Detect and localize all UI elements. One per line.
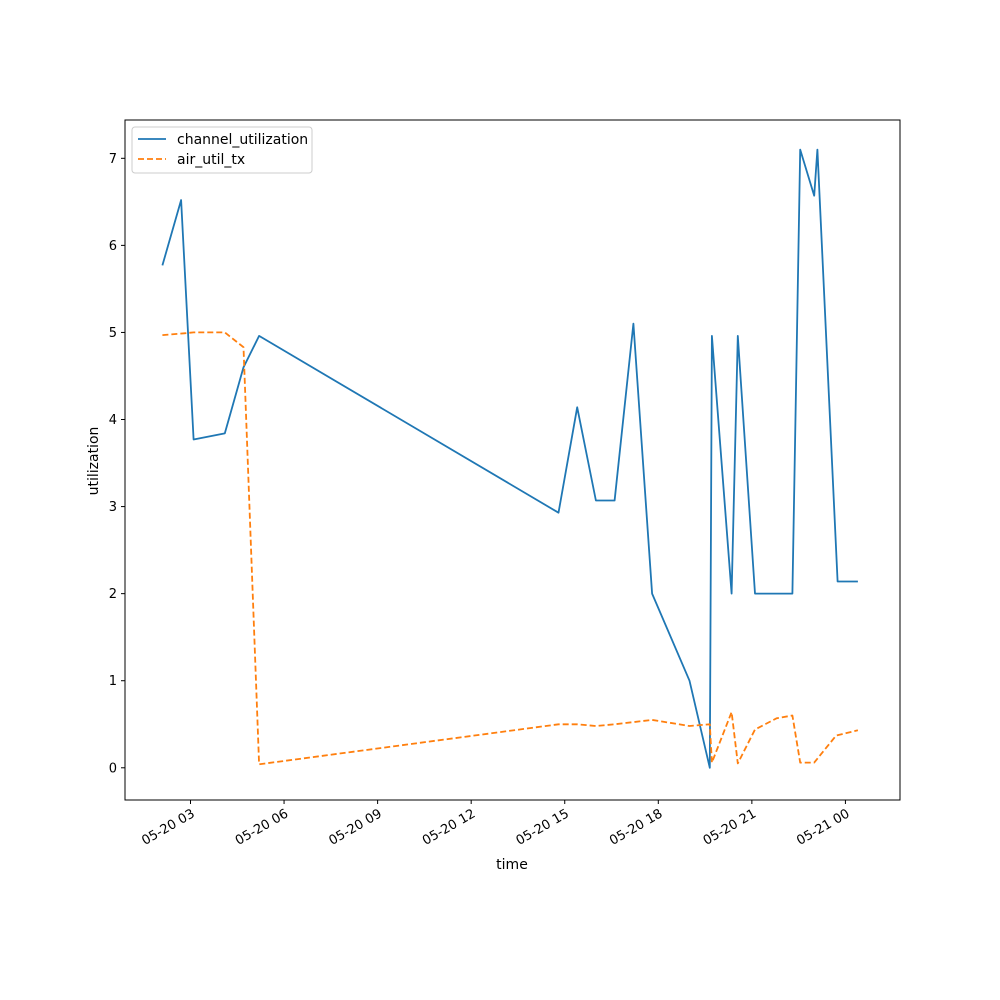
legend-label: air_util_tx <box>177 152 245 168</box>
y-axis: 0 1 2 3 4 5 6 7 <box>109 152 125 776</box>
legend: channel_utilization air_util_tx <box>131 126 313 174</box>
x-tick-label: 05-21 00 <box>794 806 852 848</box>
x-tick-label: 05-20 18 <box>607 806 665 848</box>
y-tick-label: 3 <box>109 500 117 515</box>
x-tick-label: 05-20 12 <box>420 806 478 848</box>
x-axis-label: time <box>496 857 528 873</box>
x-tick-label: 05-20 03 <box>139 806 197 848</box>
y-axis-label: utilization <box>86 427 102 496</box>
y-tick-label: 5 <box>109 326 117 341</box>
plot-frame <box>124 119 901 801</box>
y-tick-label: 7 <box>109 152 117 167</box>
series-line-air-util-tx <box>162 331 859 766</box>
x-axis: 05-20 03 05-20 06 05-20 09 05-20 12 05-20 15… <box>139 800 852 849</box>
y-tick-label: 0 <box>109 761 117 776</box>
y-tick-label: 1 <box>109 674 117 689</box>
x-tick-label: 05-20 15 <box>514 806 572 848</box>
plot-area <box>161 148 859 769</box>
y-tick-label: 2 <box>109 587 117 602</box>
legend-box <box>131 126 313 174</box>
y-tick-label: 6 <box>109 239 117 254</box>
x-tick-label: 05-20 09 <box>326 806 384 848</box>
x-tick-label: 05-20 06 <box>233 806 291 848</box>
y-tick-label: 4 <box>109 413 117 428</box>
legend-label: channel_utilization <box>177 132 308 148</box>
series-line-channel-utilization <box>161 148 858 769</box>
x-tick-label: 05-20 21 <box>701 806 759 848</box>
